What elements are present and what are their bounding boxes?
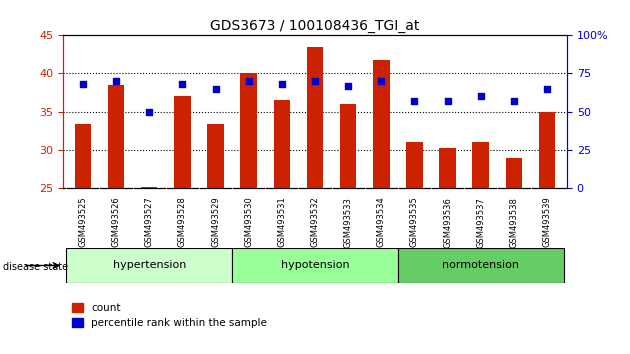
Bar (273, 100, 290, 188)
Text: GSM493527: GSM493527 (145, 197, 154, 247)
Point (343, 83, 353, 88)
Point (410, 98, 420, 104)
Bar (398, 248, 564, 283)
Point (509, 98, 519, 104)
Text: GSM493539: GSM493539 (542, 197, 552, 247)
Text: normotension: normotension (442, 261, 519, 270)
Text: GSM493525: GSM493525 (78, 197, 88, 247)
Text: hypertension: hypertension (113, 261, 186, 270)
Text: GSM493537: GSM493537 (476, 197, 485, 247)
Bar (406, 142, 423, 188)
Bar (373, 60, 389, 188)
Point (210, 86, 220, 92)
Point (111, 78, 121, 84)
Bar (174, 96, 191, 188)
Point (177, 81, 187, 87)
Text: GSM493526: GSM493526 (112, 197, 120, 247)
Bar (207, 125, 224, 188)
Point (277, 81, 287, 87)
Bar (241, 74, 257, 188)
Text: GSM493534: GSM493534 (377, 197, 386, 247)
Point (310, 78, 320, 84)
Bar (506, 158, 522, 188)
Point (144, 109, 154, 114)
Legend: count, percentile rank within the sample: count, percentile rank within the sample (68, 299, 271, 332)
Point (244, 78, 254, 84)
Text: GSM493533: GSM493533 (343, 197, 353, 247)
Text: GSM493538: GSM493538 (510, 197, 518, 247)
Text: GSM493535: GSM493535 (410, 197, 419, 247)
Bar (74, 124, 91, 188)
Point (476, 93, 486, 99)
Text: hypotension: hypotension (281, 261, 349, 270)
Text: GSM493532: GSM493532 (311, 197, 319, 247)
Bar (66, 248, 232, 283)
Text: disease state: disease state (3, 262, 68, 272)
Text: GSM493528: GSM493528 (178, 197, 187, 247)
Bar (108, 85, 124, 188)
Bar (141, 187, 158, 188)
Bar (472, 142, 489, 188)
Bar (307, 47, 323, 188)
Text: GSM493536: GSM493536 (443, 197, 452, 247)
Text: GSM493531: GSM493531 (277, 197, 287, 247)
Point (78, 81, 88, 87)
Title: GDS3673 / 100108436_TGI_at: GDS3673 / 100108436_TGI_at (210, 19, 420, 33)
Point (376, 78, 386, 84)
Bar (340, 104, 357, 188)
Bar (439, 148, 456, 188)
Bar (232, 248, 398, 283)
Point (443, 98, 453, 104)
Text: GSM493530: GSM493530 (244, 197, 253, 247)
Text: GSM493529: GSM493529 (211, 197, 220, 247)
Bar (539, 112, 556, 188)
Point (542, 86, 552, 92)
